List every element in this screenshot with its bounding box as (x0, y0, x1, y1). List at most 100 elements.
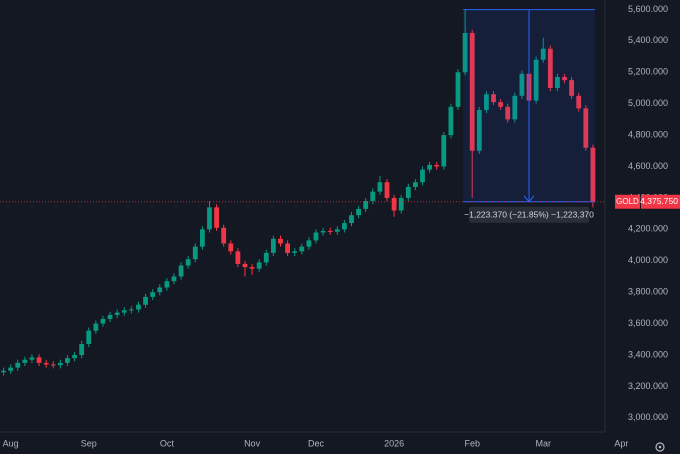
y-tick-label: 3,800.000 (628, 287, 668, 297)
candle-body (114, 312, 120, 315)
price-tag-symbol: GOLD (616, 197, 639, 206)
candle-body (157, 287, 163, 293)
candle-body (214, 207, 219, 228)
price-tag-symbol-bg (615, 194, 640, 209)
candle-body (185, 259, 191, 266)
candle-body (469, 32, 475, 151)
candle-body (107, 314, 113, 319)
candle-body (583, 108, 589, 148)
candle-body (263, 252, 269, 263)
settings-icon-dot (658, 445, 662, 449)
price-tag-bg (641, 194, 680, 209)
candle-body (50, 364, 56, 366)
candle-body (562, 76, 567, 81)
y-tick-label: 5,000.000 (628, 98, 668, 108)
candle-body (306, 240, 312, 247)
candle-body (292, 251, 298, 253)
candle-body (100, 318, 106, 324)
x-tick-label: Dec (308, 438, 325, 448)
candle-body (476, 109, 482, 151)
y-tick-label: 5,200.000 (628, 67, 668, 77)
measure-label-box (469, 206, 590, 223)
candle-body (86, 330, 92, 345)
candle-body (334, 229, 340, 232)
candle-body (349, 215, 354, 224)
candle-body (8, 367, 14, 371)
candle-body (249, 267, 255, 269)
candle-body (498, 102, 504, 107)
candle-body (356, 208, 361, 216)
y-tick-label: 3,400.000 (628, 349, 668, 359)
y-tick-label: 5,400.000 (628, 35, 668, 45)
candle-body (1, 370, 6, 373)
candle-body (72, 355, 77, 359)
candle-body (491, 94, 496, 103)
candle-body (370, 191, 376, 202)
candle-body (221, 227, 227, 244)
x-tick-label: 2026 (384, 438, 404, 448)
candle-body (455, 72, 461, 107)
y-tick-label: 3,600.000 (628, 318, 668, 328)
x-tick-label: Aug (3, 438, 19, 448)
y-tick-label: 4,200.000 (628, 224, 668, 234)
measure-arrow-head (523, 195, 535, 203)
candle-body (270, 238, 276, 253)
candle-body (320, 230, 326, 233)
candle-body (228, 243, 234, 252)
candle-body (278, 238, 283, 244)
y-tick-label: 5,600.000 (628, 4, 668, 14)
settings-icon[interactable] (655, 442, 665, 452)
candle-body (136, 304, 141, 310)
candle-body (405, 186, 411, 198)
x-tick-label: Apr (614, 438, 628, 448)
candle-body (505, 106, 511, 120)
candle-body (128, 309, 134, 311)
candle-body (540, 48, 546, 60)
candle-body (533, 59, 539, 101)
candle-body (79, 344, 85, 356)
candle-body (391, 197, 397, 211)
candle-body (29, 357, 35, 360)
candle-body (199, 229, 205, 247)
candle-body (569, 80, 575, 96)
candle-body (519, 73, 525, 96)
candle-body (313, 232, 319, 241)
candle-body (384, 182, 390, 198)
candle-body (434, 164, 440, 167)
candle-body (164, 281, 170, 288)
price-tag-value: 4,375.750 (640, 196, 678, 206)
candle-body (242, 263, 248, 268)
candle-body (377, 182, 383, 192)
candle-body (327, 230, 333, 232)
candle-body (512, 95, 518, 120)
candle-body (36, 357, 42, 363)
candle-body (121, 310, 127, 313)
candle-body (462, 32, 468, 73)
candle-body (590, 147, 596, 202)
candle-body (150, 292, 156, 297)
y-tick-label: 4,000.000 (628, 255, 668, 265)
y-tick-label: 3,000.000 (628, 412, 668, 422)
candle-body (207, 207, 212, 230)
candle-body (22, 359, 28, 363)
candle-body (398, 197, 404, 211)
x-tick-label: Oct (160, 438, 175, 448)
measure-label: −1,223.370 (−21.85%) −1,223,370 (464, 209, 594, 219)
candle-body (484, 94, 489, 110)
x-tick-label: Nov (244, 438, 261, 448)
candle-body (427, 164, 433, 170)
candle-body (57, 362, 63, 366)
candle-body (547, 48, 553, 88)
candle-body (285, 243, 290, 253)
candle-body (420, 169, 425, 183)
y-tick-label: 4,600.000 (628, 161, 668, 171)
candle-body (43, 362, 49, 365)
candle-body (576, 95, 582, 109)
candle-body (171, 276, 177, 282)
candle-body (363, 201, 369, 209)
candle-body (192, 246, 198, 260)
candle-body (143, 296, 148, 305)
